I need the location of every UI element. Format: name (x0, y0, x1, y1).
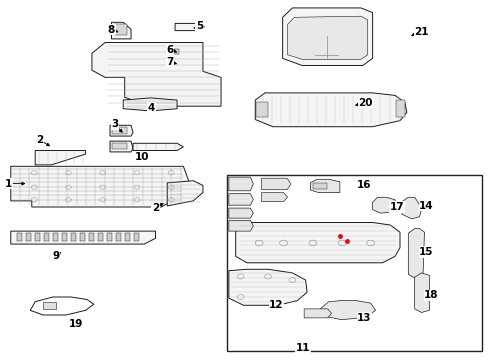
Bar (116, 233, 121, 241)
Text: 12: 12 (268, 300, 283, 310)
Polygon shape (228, 220, 253, 231)
Polygon shape (35, 150, 85, 165)
Polygon shape (170, 48, 186, 55)
Bar (134, 233, 139, 241)
Text: 18: 18 (423, 290, 438, 300)
Bar (80, 233, 85, 241)
Text: 4: 4 (147, 103, 155, 113)
Bar (172, 49, 179, 54)
Text: 6: 6 (166, 45, 173, 55)
Bar (89, 233, 94, 241)
Polygon shape (401, 197, 421, 219)
Bar (71, 233, 76, 241)
Text: 17: 17 (389, 202, 404, 212)
Bar (125, 233, 130, 241)
Polygon shape (372, 197, 394, 213)
Polygon shape (261, 178, 290, 190)
Text: 20: 20 (358, 98, 372, 108)
Text: 1: 1 (5, 179, 12, 189)
Polygon shape (110, 141, 133, 152)
Polygon shape (228, 269, 306, 305)
Text: 13: 13 (356, 312, 371, 323)
Polygon shape (235, 222, 399, 263)
Polygon shape (175, 23, 204, 31)
Text: 19: 19 (68, 319, 83, 329)
Bar (114, 24, 127, 35)
Polygon shape (43, 302, 56, 309)
Bar (35, 233, 40, 241)
Text: 15: 15 (418, 247, 433, 257)
Polygon shape (111, 22, 131, 39)
Polygon shape (320, 301, 375, 320)
Polygon shape (133, 143, 183, 150)
Polygon shape (123, 98, 177, 111)
Polygon shape (414, 273, 428, 312)
Text: 10: 10 (134, 152, 149, 162)
Text: 5: 5 (196, 21, 203, 31)
Polygon shape (170, 60, 186, 66)
Bar (44, 233, 49, 241)
Polygon shape (310, 179, 339, 193)
Bar (98, 233, 103, 241)
Bar (107, 233, 112, 241)
Text: 3: 3 (111, 119, 118, 129)
Bar (112, 127, 127, 134)
Polygon shape (228, 208, 253, 218)
Polygon shape (110, 125, 133, 136)
Bar (395, 100, 404, 117)
Bar (62, 233, 67, 241)
Polygon shape (167, 181, 203, 206)
Bar (17, 233, 22, 241)
Polygon shape (30, 297, 94, 315)
Polygon shape (282, 8, 372, 66)
Bar (256, 102, 268, 117)
Bar (53, 233, 58, 241)
Bar (227, 175, 481, 351)
Polygon shape (287, 16, 367, 59)
Bar (312, 183, 326, 189)
Text: 9: 9 (53, 251, 60, 261)
Polygon shape (11, 231, 155, 244)
Text: 7: 7 (166, 57, 174, 67)
Polygon shape (255, 93, 406, 127)
Text: 14: 14 (418, 201, 433, 211)
Text: 2: 2 (152, 203, 159, 213)
Text: 2: 2 (37, 135, 43, 145)
Polygon shape (261, 193, 287, 202)
Polygon shape (228, 194, 253, 205)
Text: 8: 8 (108, 24, 115, 35)
Text: 11: 11 (295, 343, 310, 354)
Polygon shape (407, 229, 424, 278)
Bar (26, 233, 31, 241)
Text: 16: 16 (356, 180, 371, 190)
Polygon shape (11, 166, 189, 207)
Polygon shape (304, 309, 331, 318)
Bar (112, 143, 127, 149)
Polygon shape (228, 177, 253, 191)
Text: 21: 21 (413, 27, 428, 37)
Polygon shape (92, 42, 221, 106)
